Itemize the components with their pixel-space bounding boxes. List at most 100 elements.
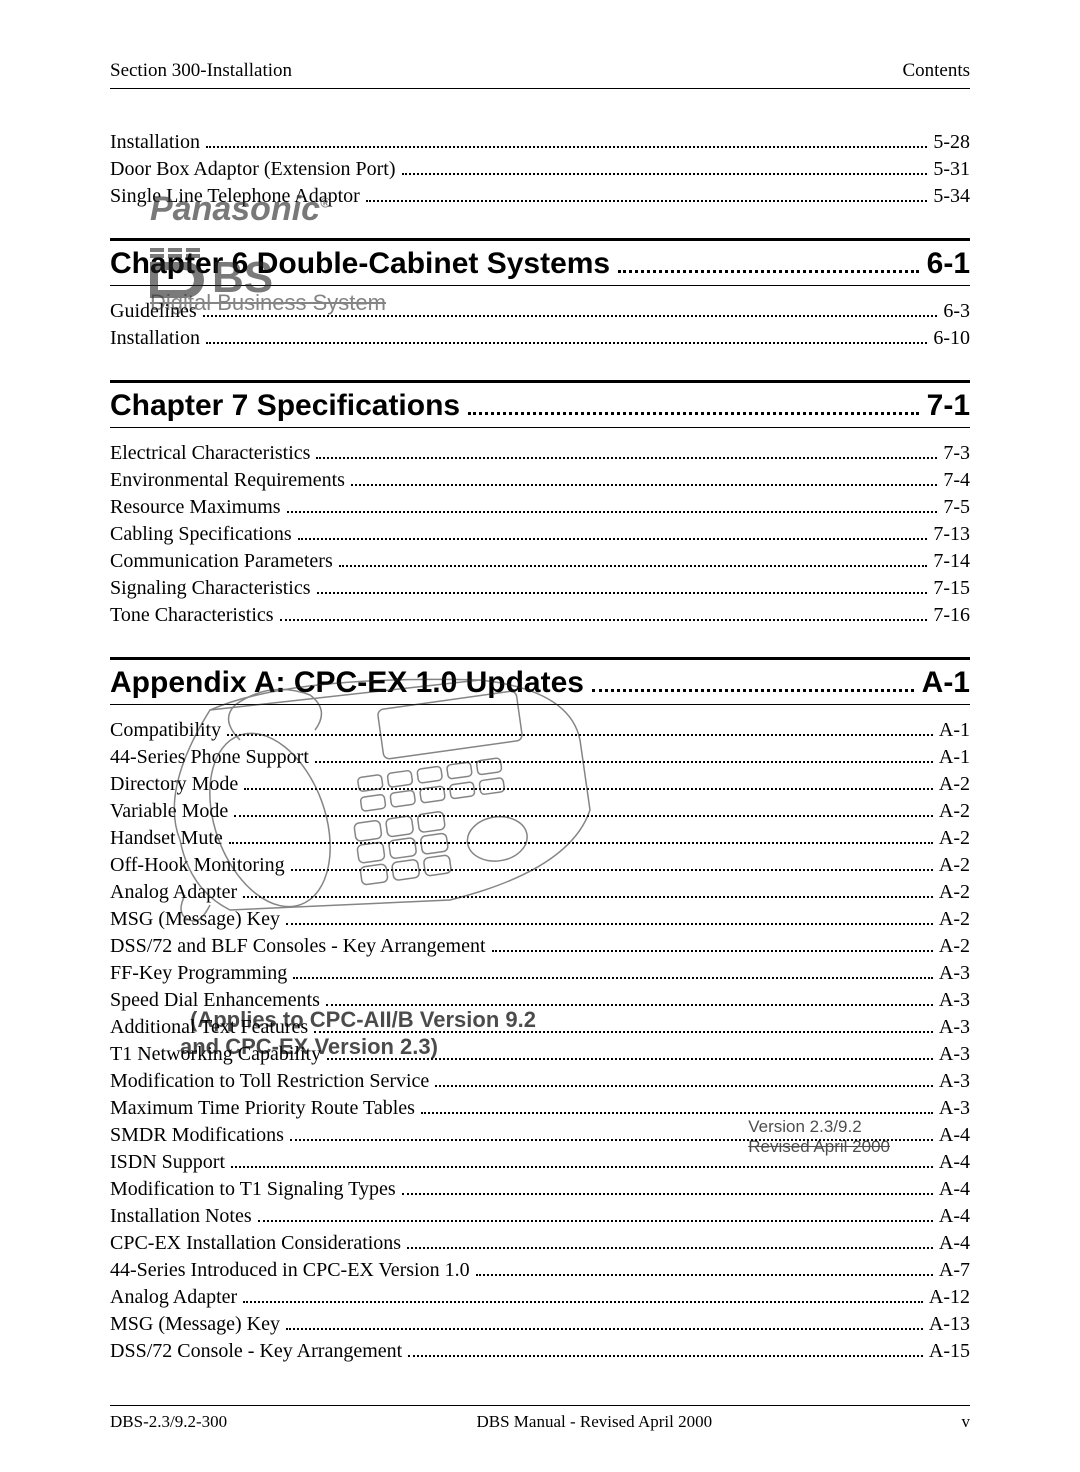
toc-entry-page: 5-28	[933, 129, 970, 156]
toc-entry: Environmental Requirements 7-4	[110, 467, 970, 494]
toc-leader-dots	[234, 815, 933, 817]
toc-leader-dots	[476, 1274, 933, 1276]
footer-right: v	[961, 1412, 970, 1432]
chapter-items: Electrical Characteristics7-3Environment…	[110, 440, 970, 629]
toc-entry: CPC-EX Installation ConsiderationsA-4	[110, 1230, 970, 1257]
chapter-page: 7-1	[927, 389, 970, 423]
chapter-heading-block: Chapter 7 Specifications7-1	[110, 380, 970, 428]
chapter-leader-dots	[618, 270, 919, 273]
toc-pre-items: Installation5-28Door Box Adaptor (Extens…	[110, 129, 970, 210]
toc-entry-page: A-3	[939, 1068, 970, 1095]
toc-entry: Directory ModeA-2	[110, 771, 970, 798]
toc-entry: 44-Series Introduced in CPC-EX Version 1…	[110, 1257, 970, 1284]
toc-entry-page: 7-5	[943, 494, 970, 521]
toc-leader-dots	[291, 869, 933, 871]
toc-entry-page: A-12	[929, 1284, 970, 1311]
toc-entry: Single Line Telephone Adaptor5-34	[110, 183, 970, 210]
toc-leader-dots	[243, 1301, 923, 1303]
toc-entry-page: A-4	[939, 1122, 970, 1149]
toc-entry-label: Maximum Time Priority Route Tables	[110, 1095, 415, 1122]
toc-entry-page: A-2	[939, 879, 970, 906]
toc-entry-page: 6-3	[943, 298, 970, 325]
toc-entry-label: Additional Text Features	[110, 1014, 308, 1041]
toc-entry-page: 7-3	[943, 440, 970, 467]
toc-entry-page: A-13	[929, 1311, 970, 1338]
toc-entry-page: 5-34	[933, 183, 970, 210]
chapter-leader-dots	[592, 689, 914, 692]
toc-entry: Variable Mode A-2	[110, 798, 970, 825]
toc-entry-page: A-4	[939, 1149, 970, 1176]
toc-entry-label: Guidelines	[110, 298, 197, 325]
toc-entry-label: Environmental Requirements	[110, 467, 345, 494]
chapter-heading-block: Chapter 6 Double-Cabinet Systems6-1	[110, 238, 970, 286]
toc-entry: DSS/72 and BLF Consoles - Key Arrangemen…	[110, 933, 970, 960]
toc-entry-label: Tone Characteristics	[110, 602, 274, 629]
toc-leader-dots	[286, 1328, 923, 1330]
toc-entry-label: Directory Mode	[110, 771, 238, 798]
toc-entry: Off-Hook MonitoringA-2	[110, 852, 970, 879]
chapter-leader-dots	[468, 412, 919, 415]
toc-entry-label: Signaling Characteristics	[110, 575, 311, 602]
toc-entry-label: Cabling Specifications	[110, 521, 292, 548]
toc-entry-label: 44-Series Phone Support	[110, 744, 309, 771]
toc-leader-dots	[492, 950, 933, 952]
toc-entry-page: 7-4	[943, 467, 970, 494]
toc-entry-page: A-4	[939, 1230, 970, 1257]
toc-entry: Handset Mute A-2	[110, 825, 970, 852]
toc-leader-dots	[244, 788, 933, 790]
toc-entry: Analog AdapterA-2	[110, 879, 970, 906]
toc-leader-dots	[293, 977, 933, 979]
toc-entry: Guidelines 6-3	[110, 298, 970, 325]
toc-entry-label: Off-Hook Monitoring	[110, 852, 285, 879]
toc-entry-label: SMDR Modifications	[110, 1122, 284, 1149]
toc-leader-dots	[227, 734, 933, 736]
toc-entry: Modification to Toll Restriction Service…	[110, 1068, 970, 1095]
toc-leader-dots	[314, 1031, 933, 1033]
toc-entry-page: A-1	[939, 717, 970, 744]
toc-entry-label: T1 Networking Capability	[110, 1041, 321, 1068]
toc-entry-label: FF-Key Programming	[110, 960, 287, 987]
toc-entry-page: A-3	[939, 960, 970, 987]
toc-entry-label: Variable Mode	[110, 798, 228, 825]
toc-entry-page: 7-14	[933, 548, 970, 575]
toc-leader-dots	[243, 896, 933, 898]
header-right: Contents	[902, 60, 970, 82]
toc-entry-page: A-2	[939, 798, 970, 825]
toc-entry-label: Analog Adapter	[110, 1284, 237, 1311]
toc-entry-label: Compatibility	[110, 717, 221, 744]
toc-entry-page: 5-31	[933, 156, 970, 183]
toc-leader-dots	[402, 1193, 933, 1195]
toc-leader-dots	[231, 1166, 933, 1168]
toc-entry-page: A-3	[939, 1041, 970, 1068]
toc-leader-dots	[351, 484, 937, 486]
header-left: Section 300-Installation	[110, 60, 292, 82]
toc-entry-page: 7-15	[933, 575, 970, 602]
toc-entry: T1 Networking Capability A-3	[110, 1041, 970, 1068]
toc-entry-label: 44-Series Introduced in CPC-EX Version 1…	[110, 1257, 470, 1284]
toc-entry: Communication Parameters7-14	[110, 548, 970, 575]
toc-entry-label: Handset Mute	[110, 825, 223, 852]
toc-entry-page: A-7	[939, 1257, 970, 1284]
toc-entry: Additional Text FeaturesA-3	[110, 1014, 970, 1041]
toc-entry: Electrical Characteristics 7-3	[110, 440, 970, 467]
toc-leader-dots	[206, 342, 927, 344]
toc-leader-dots	[407, 1247, 933, 1249]
toc-leader-dots	[339, 565, 928, 567]
toc-entry-page: A-1	[939, 744, 970, 771]
footer-center: DBS Manual - Revised April 2000	[476, 1412, 712, 1432]
chapter-items: Guidelines6-3Installation6-10	[110, 298, 970, 352]
toc-entry: SMDR Modifications A-4	[110, 1122, 970, 1149]
toc-entry-page: A-15	[929, 1338, 970, 1365]
toc-entry: DSS/72 Console - Key ArrangementA-15	[110, 1338, 970, 1365]
toc-entry-label: Installation Notes	[110, 1203, 252, 1230]
toc-leader-dots	[286, 923, 933, 925]
toc-leader-dots	[258, 1220, 933, 1222]
toc-entry-page: A-2	[939, 825, 970, 852]
toc-entry-page: A-2	[939, 906, 970, 933]
toc-entry: Cabling Specifications7-13	[110, 521, 970, 548]
toc-entry: MSG (Message) KeyA-13	[110, 1311, 970, 1338]
toc-leader-dots	[280, 619, 928, 621]
toc-leader-dots	[206, 146, 927, 148]
toc-entry-label: Electrical Characteristics	[110, 440, 310, 467]
toc-entry-page: A-3	[939, 987, 970, 1014]
